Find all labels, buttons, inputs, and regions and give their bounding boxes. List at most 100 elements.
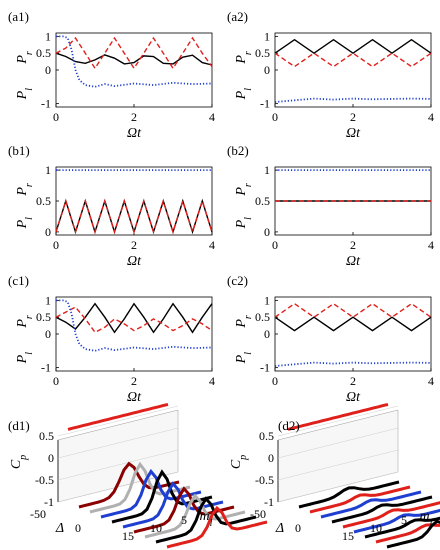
panel-label: (c2) bbox=[227, 273, 248, 288]
plot-frame bbox=[55, 296, 213, 372]
trace-1 bbox=[287, 402, 389, 431]
z-tick-label: -0.5 bbox=[35, 473, 54, 487]
x-tick-label: 2 bbox=[131, 238, 137, 252]
y-tick-label: 1 bbox=[264, 163, 270, 177]
x-tick-label: 0 bbox=[53, 238, 59, 252]
x-label: Ωt bbox=[127, 390, 142, 405]
y-tick-label: 5 bbox=[181, 513, 187, 527]
plot-frame bbox=[55, 166, 213, 236]
series-line-1 bbox=[55, 302, 213, 334]
y-tick-label: -1 bbox=[260, 97, 270, 111]
y-label: ml bbox=[200, 509, 213, 529]
y-tick-label: 0 bbox=[45, 63, 51, 77]
x-tick-label: 4 bbox=[209, 374, 215, 388]
x-label: Ωt bbox=[346, 126, 361, 141]
series-line-2 bbox=[55, 36, 213, 70]
y-tick-label: 0.5 bbox=[255, 310, 270, 324]
y-tick-label: 0.5 bbox=[36, 46, 51, 60]
y-label-top: Pr bbox=[234, 315, 254, 329]
y-tick-label: 5 bbox=[401, 513, 407, 527]
series-line-1 bbox=[274, 38, 432, 55]
x-tick-label: 4 bbox=[209, 110, 215, 124]
series-line-3 bbox=[56, 35, 213, 88]
x-tick-label: 2 bbox=[350, 110, 356, 124]
x-tick-label: 4 bbox=[209, 238, 215, 252]
z-tick-label: -1 bbox=[264, 495, 274, 509]
z-tick-label: -0.5 bbox=[255, 473, 274, 487]
trace-5 bbox=[111, 469, 213, 524]
z-label: Cp bbox=[9, 455, 29, 469]
z-tick-label: 0.5 bbox=[39, 429, 54, 443]
trace-7 bbox=[133, 486, 235, 534]
trace-10 bbox=[166, 505, 268, 549]
x-tick-label: 2 bbox=[350, 374, 356, 388]
y-tick-label: 0 bbox=[45, 327, 51, 341]
z-gridline bbox=[277, 449, 399, 481]
series-line-3 bbox=[56, 299, 213, 352]
z-tick-label: -1 bbox=[44, 495, 54, 509]
series-line-3 bbox=[274, 361, 432, 367]
z-gridline bbox=[277, 427, 399, 459]
panel-label: (b1) bbox=[8, 143, 30, 158]
series-line-2 bbox=[274, 302, 432, 319]
z-gridline bbox=[57, 449, 179, 481]
trace-8 bbox=[144, 493, 246, 539]
z-gridline bbox=[277, 405, 399, 437]
panel-d2: -1 -0.5 0 0.5 (d2) Cp Δ -50 0 15 10 5 ml bbox=[229, 402, 440, 549]
trace-6 bbox=[122, 481, 224, 529]
y-tick-label: 1 bbox=[264, 29, 270, 43]
series-line-3 bbox=[274, 97, 432, 103]
z-tick-label: 0 bbox=[48, 451, 54, 465]
x-tick-label: 0 bbox=[295, 521, 301, 535]
panel-label: (c1) bbox=[8, 273, 29, 288]
y-label-top: Pr bbox=[234, 183, 254, 197]
panel-label: (d1) bbox=[8, 418, 30, 433]
y-label-bottom: Pl bbox=[234, 88, 254, 101]
x-tick-label: 0 bbox=[272, 238, 278, 252]
y-tick-label: 10 bbox=[370, 521, 382, 535]
panel-label: (a1) bbox=[8, 9, 29, 24]
series-line-1 bbox=[274, 316, 432, 332]
z-tick-label: 0.5 bbox=[259, 429, 274, 443]
y-tick-label: 0.5 bbox=[36, 310, 51, 324]
x-label: Ωt bbox=[346, 254, 361, 269]
x-tick-label: 2 bbox=[131, 110, 137, 124]
trace-2 bbox=[78, 461, 180, 509]
trace-7 bbox=[353, 508, 440, 534]
y-label-top: Pr bbox=[15, 183, 35, 197]
trace-2 bbox=[298, 480, 400, 509]
x-label: Δ bbox=[55, 521, 64, 536]
panel-b1: 0 2 4 0 0.5 1 (b1) Pr Pl Ωt bbox=[8, 143, 215, 269]
z-gridline bbox=[57, 405, 179, 437]
x-label: Ωt bbox=[127, 254, 142, 269]
panel-d1: -1 -0.5 0 0.5 (d1) Cp Δ -50 0 15 10 5 ml bbox=[8, 402, 268, 549]
x-tick-label: 0 bbox=[75, 521, 81, 535]
y-tick-label: -1 bbox=[41, 97, 51, 111]
x-label: Ωt bbox=[346, 390, 361, 405]
y-tick-label: 0 bbox=[45, 225, 51, 239]
series-line-1 bbox=[55, 198, 213, 235]
panel-label: (b2) bbox=[227, 143, 249, 158]
trace-9 bbox=[155, 496, 257, 544]
plot-frame bbox=[274, 296, 432, 372]
y-tick-label: -1 bbox=[260, 361, 270, 375]
y-label-top: Pr bbox=[15, 51, 35, 65]
x-tick-label: 2 bbox=[131, 374, 137, 388]
x-label: Ωt bbox=[127, 126, 142, 141]
y-label-top: Pr bbox=[15, 315, 35, 329]
y-tick-label: 0 bbox=[264, 327, 270, 341]
y-tick-label: 1 bbox=[45, 163, 51, 177]
y-tick-label: 1 bbox=[264, 293, 270, 307]
y-tick-label: 10 bbox=[150, 521, 162, 535]
series-line-2 bbox=[274, 52, 432, 68]
y-tick-label: -1 bbox=[41, 361, 51, 375]
x-tick-label: 2 bbox=[350, 238, 356, 252]
trace-4 bbox=[320, 490, 422, 519]
y-label-bottom: Pl bbox=[15, 217, 35, 230]
y-tick-label: 1 bbox=[45, 293, 51, 307]
